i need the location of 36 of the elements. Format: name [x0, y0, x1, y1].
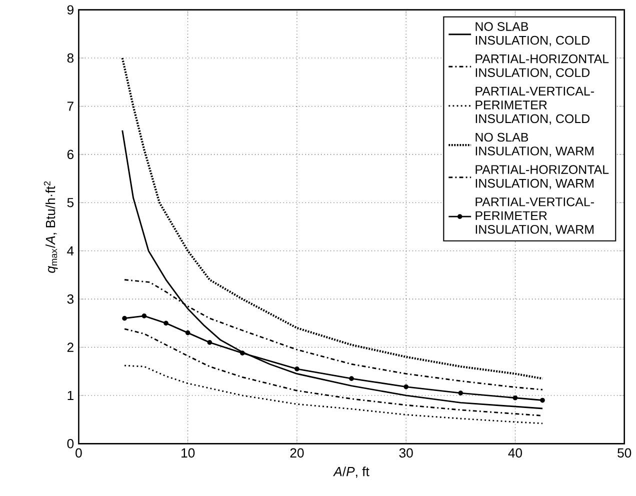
point [294, 366, 300, 372]
y-tick-label: 3 [67, 294, 74, 304]
point [404, 384, 409, 390]
x-tick-label: 30 [399, 448, 413, 458]
point [512, 396, 518, 400]
y-tick-label: 2 [67, 342, 74, 352]
y-tick-label: 6 [67, 150, 74, 160]
point [540, 398, 545, 403]
legend-label: PARTIAL-VERTICAL-PERIMETER INSULATION, WARM [476, 198, 594, 236]
legend-label: PARTIAL-VERTICAL-PERIMETER INSULATION, COLD [476, 86, 594, 125]
y-tick-label: 1 [68, 391, 74, 400]
x-tick-label: 20 [290, 448, 304, 458]
point [142, 314, 147, 318]
point [207, 340, 212, 345]
legend-label: NO SLAB INSULATION, WARM [476, 132, 594, 157]
x-tick-label: 10 [182, 448, 195, 458]
legend-label: NO SLAB INSULATION, COLD [476, 22, 590, 46]
y-tick-label: 5 [67, 198, 74, 208]
point [122, 316, 127, 321]
y-tick-label: 9 [67, 5, 74, 15]
y-tick-label: 0 [67, 439, 74, 448]
y-tick-label: 8 [67, 54, 74, 63]
x-tick-label: 50 [618, 448, 632, 458]
y-tick-label: 4 [67, 246, 74, 256]
legend-label: PARTIAL-HORIZONTAL INSULATION, WARM [476, 165, 609, 190]
x-axis-title: A/P, ft [333, 466, 370, 478]
y-tick-label: 7 [67, 102, 74, 111]
point [458, 390, 464, 396]
point [164, 320, 168, 326]
x-tick-label: 40 [508, 448, 522, 458]
line-series [124, 364, 544, 424]
point [185, 330, 190, 336]
legend-label: PARTIAL-HORIZONTAL INSULATION, COLD [476, 54, 609, 79]
point [349, 376, 354, 382]
x-tick-label: 0 [76, 448, 82, 458]
point [240, 350, 245, 356]
